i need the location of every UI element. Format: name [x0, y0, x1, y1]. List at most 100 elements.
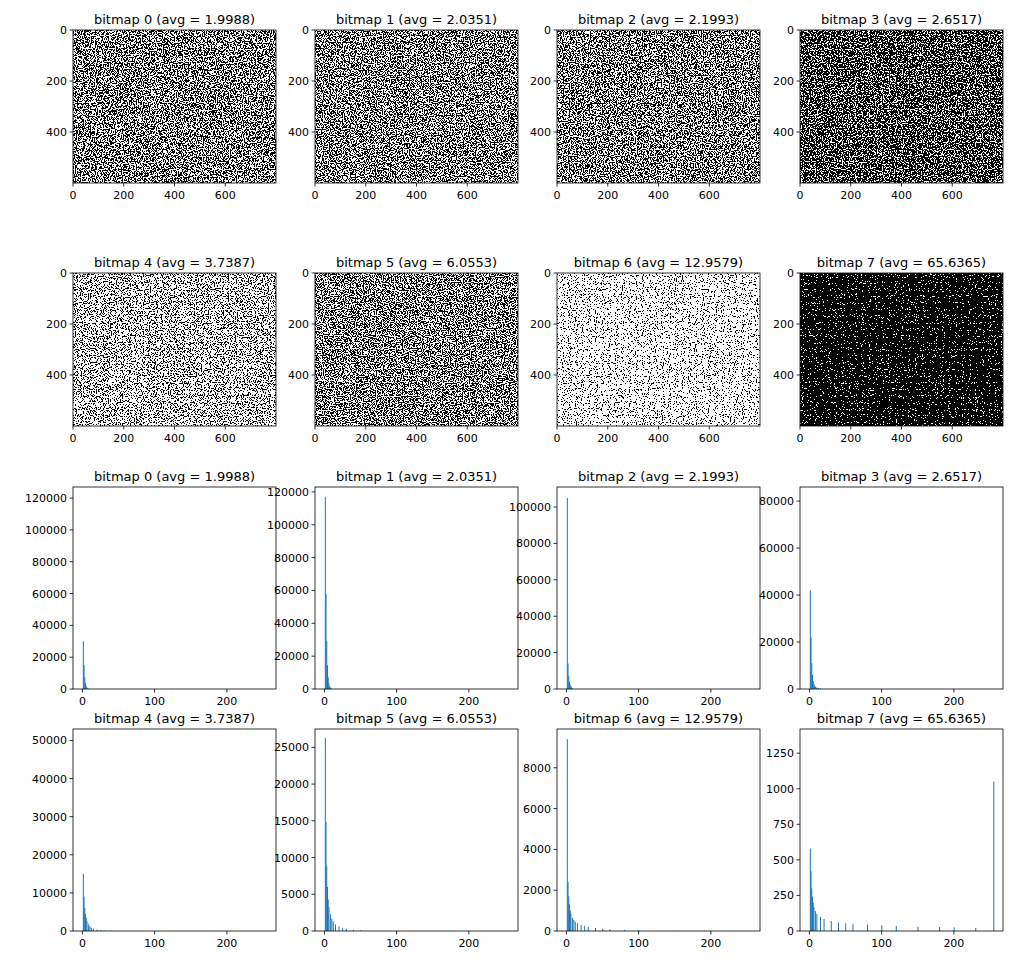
x-tick — [901, 183, 902, 187]
y-tick-label: 50000 — [32, 734, 67, 747]
panel: 0100200020000400006000080000100000120000… — [267, 469, 518, 708]
y-tick-label: 15000 — [274, 815, 309, 828]
y-tick-label: 20000 — [759, 636, 794, 649]
y-tick — [70, 81, 74, 82]
x-tick — [809, 931, 810, 935]
bar — [85, 914, 86, 931]
x-tick-label: 400 — [648, 189, 669, 202]
bar — [811, 663, 812, 689]
panel-title: bitmap 7 (avg = 65.6365) — [817, 255, 986, 270]
bar — [326, 594, 327, 689]
x-tick-label: 200 — [216, 695, 237, 708]
y-tick — [312, 524, 316, 525]
y-tick-label: 200 — [530, 318, 551, 331]
panel: 0100200020000400006000080000bitmap 3 (av… — [759, 469, 1003, 708]
x-tick-label: 200 — [840, 189, 861, 202]
x-tick — [557, 183, 558, 187]
x-tick-label: 200 — [700, 695, 721, 708]
x-tick-label: 100 — [628, 937, 649, 950]
x-tick-label: 600 — [215, 432, 236, 445]
panel-title: bitmap 7 (avg = 65.6365) — [817, 711, 986, 726]
x-tick — [952, 183, 953, 187]
y-tick — [70, 561, 74, 562]
y-tick-label: 80000 — [274, 552, 309, 565]
bar — [325, 738, 326, 931]
y-tick-label: 40000 — [274, 617, 309, 630]
y-tick-label: 0 — [302, 683, 309, 696]
axes-frame — [73, 729, 276, 931]
bar — [86, 921, 87, 931]
x-tick-label: 400 — [164, 432, 185, 445]
y-tick-label: 0 — [544, 683, 551, 696]
x-tick — [365, 426, 366, 430]
y-tick — [312, 623, 316, 624]
y-tick — [312, 557, 316, 558]
y-tick — [797, 788, 801, 789]
x-tick — [710, 689, 711, 693]
plot-area — [73, 30, 276, 183]
x-tick-label: 0 — [797, 189, 804, 202]
x-tick-label: 100 — [144, 695, 165, 708]
y-tick — [312, 81, 316, 82]
y-tick-label: 0 — [302, 24, 309, 37]
x-tick-label: 200 — [700, 937, 721, 950]
y-tick — [312, 324, 316, 325]
bar — [325, 497, 326, 689]
y-tick-label: 400 — [46, 369, 67, 382]
y-tick-label: 400 — [46, 126, 67, 139]
y-tick-label: 80000 — [516, 537, 551, 550]
y-tick — [70, 657, 74, 658]
x-tick-label: 200 — [597, 432, 618, 445]
y-tick — [797, 689, 801, 690]
y-tick — [554, 767, 558, 768]
x-tick-label: 0 — [70, 432, 77, 445]
x-tick-label: 200 — [113, 189, 134, 202]
y-tick-label: 0 — [787, 925, 794, 938]
panel-title: bitmap 0 (avg = 1.9988) — [94, 12, 255, 27]
bar — [813, 681, 814, 689]
axes-frame — [800, 487, 1003, 689]
x-tick — [850, 183, 851, 187]
bar — [86, 918, 87, 931]
panel-title: bitmap 4 (avg = 3.7387) — [94, 711, 255, 726]
x-tick-label: 0 — [806, 695, 813, 708]
y-tick-label: 400 — [288, 369, 309, 382]
y-tick-label: 0 — [787, 24, 794, 37]
x-tick-label: 600 — [942, 189, 963, 202]
axes-frame — [73, 273, 276, 426]
x-tick — [365, 183, 366, 187]
panel-title: bitmap 3 (avg = 2.6517) — [821, 12, 982, 27]
panel-title: bitmap 4 (avg = 3.7387) — [94, 255, 255, 270]
y-tick — [312, 784, 316, 785]
plot-area — [800, 273, 1003, 426]
y-tick — [554, 30, 558, 31]
y-tick — [554, 808, 558, 809]
y-tick-label: 400 — [530, 126, 551, 139]
y-tick — [797, 642, 801, 643]
x-tick-label: 200 — [840, 432, 861, 445]
y-tick-label: 40000 — [32, 773, 67, 786]
bar — [327, 887, 328, 931]
x-tick-label: 400 — [648, 432, 669, 445]
y-tick — [70, 498, 74, 499]
panel: 02004006000200400bitmap 6 (avg = 12.9579… — [530, 255, 760, 445]
y-tick — [70, 854, 74, 855]
axes-frame — [800, 729, 1003, 931]
bar — [810, 848, 811, 931]
x-tick — [82, 689, 83, 693]
y-tick — [312, 375, 316, 376]
y-tick — [797, 375, 801, 376]
bar — [83, 641, 84, 689]
y-tick-label: 60000 — [274, 584, 309, 597]
bar — [838, 922, 839, 931]
y-tick — [554, 579, 558, 580]
bar — [588, 927, 589, 931]
x-tick-label: 200 — [113, 432, 134, 445]
bar — [333, 921, 334, 931]
bar — [568, 896, 569, 931]
x-tick-label: 0 — [321, 937, 328, 950]
y-tick-label: 0 — [60, 925, 67, 938]
x-tick-label: 600 — [457, 432, 478, 445]
y-tick — [797, 501, 801, 502]
x-tick-label: 0 — [806, 937, 813, 950]
